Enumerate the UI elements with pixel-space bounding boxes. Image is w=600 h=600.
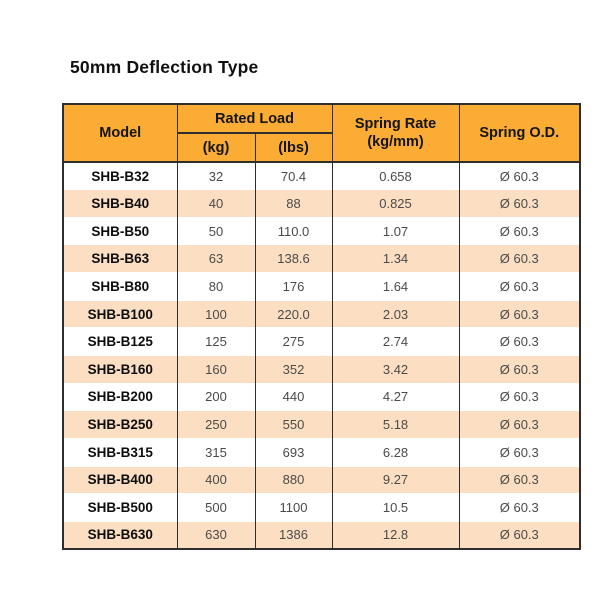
model-cell: SHB-B630 <box>62 520 178 549</box>
col-header-lbs: (lbs) <box>254 133 333 163</box>
table-header: Model Rated Load Spring Rate (kg/mm) Spr… <box>62 104 581 163</box>
spring-rate-cell: 3.42 <box>331 354 460 384</box>
spring-od-cell: Ø 60.3 <box>458 189 581 218</box>
spring-rate-cell: 4.27 <box>331 382 460 411</box>
spring-od-cell: Ø 60.3 <box>458 327 581 356</box>
header-row-2: (kg) (lbs) <box>63 133 580 163</box>
table-row: SHB-B160 160 352 3.42 Ø 60.3 <box>62 354 581 384</box>
model-cell: SHB-B40 <box>62 189 178 218</box>
page-title: 50mm Deflection Type <box>70 57 259 77</box>
table-row: SHB-B32 32 70.4 0.658 Ø 60.3 <box>62 162 581 190</box>
lbs-cell: 176 <box>254 272 333 301</box>
lbs-cell: 693 <box>254 437 333 467</box>
spring-od-cell: Ø 60.3 <box>458 244 581 273</box>
model-cell: SHB-B50 <box>62 216 178 245</box>
col-header-model: Model <box>62 104 178 163</box>
kg-cell: 500 <box>176 493 256 522</box>
kg-cell: 100 <box>176 299 256 328</box>
kg-cell: 200 <box>176 382 256 411</box>
spring-rate-label: Spring Rate <box>354 116 437 132</box>
kg-cell: 32 <box>176 162 256 190</box>
model-cell: SHB-B80 <box>62 272 178 301</box>
lbs-cell: 880 <box>254 465 333 494</box>
model-cell: SHB-B125 <box>62 327 178 356</box>
kg-cell: 80 <box>176 272 256 301</box>
kg-cell: 125 <box>176 327 256 356</box>
kg-cell: 40 <box>176 189 256 218</box>
table-row: SHB-B63 63 138.6 1.34 Ø 60.3 <box>62 244 581 273</box>
lbs-cell: 1386 <box>254 520 333 549</box>
spring-od-cell: Ø 60.3 <box>458 410 581 439</box>
spring-rate-cell: 6.28 <box>331 437 460 467</box>
spring-od-cell: Ø 60.3 <box>458 354 581 384</box>
table-row: SHB-B250 250 550 5.18 Ø 60.3 <box>62 410 581 439</box>
table-row: SHB-B315 315 693 6.28 Ø 60.3 <box>62 437 581 467</box>
col-header-kg: (kg) <box>176 133 256 163</box>
lbs-cell: 275 <box>254 327 333 356</box>
col-header-spring-rate: Spring Rate (kg/mm) <box>331 104 460 163</box>
kg-cell: 630 <box>176 520 256 549</box>
table-row: SHB-B400 400 880 9.27 Ø 60.3 <box>62 465 581 494</box>
table-row: SHB-B630 630 1386 12.8 Ø 60.3 <box>62 520 581 549</box>
lbs-cell: 70.4 <box>254 162 333 190</box>
spring-rate-cell: 1.64 <box>331 272 460 301</box>
lbs-cell: 352 <box>254 354 333 384</box>
lbs-cell: 1100 <box>254 493 333 522</box>
table-row: SHB-B200 200 440 4.27 Ø 60.3 <box>62 382 581 411</box>
model-cell: SHB-B500 <box>62 493 178 522</box>
model-cell: SHB-B315 <box>62 437 178 467</box>
spring-od-cell: Ø 60.3 <box>458 382 581 411</box>
kg-cell: 250 <box>176 410 256 439</box>
spring-rate-cell: 2.03 <box>331 299 460 328</box>
spring-rate-cell: 5.18 <box>331 410 460 439</box>
table-row: SHB-B50 50 110.0 1.07 Ø 60.3 <box>62 216 581 245</box>
lbs-cell: 550 <box>254 410 333 439</box>
header-row-1: Model Rated Load Spring Rate (kg/mm) Spr… <box>62 104 581 163</box>
col-header-rated-load: Rated Load <box>176 104 333 134</box>
model-cell: SHB-B160 <box>62 354 178 384</box>
spring-od-cell: Ø 60.3 <box>458 520 581 549</box>
spring-rate-cell: 10.5 <box>331 493 460 522</box>
model-cell: SHB-B200 <box>62 382 178 411</box>
lbs-cell: 138.6 <box>254 244 333 273</box>
spring-od-cell: Ø 60.3 <box>458 272 581 301</box>
model-cell: SHB-B250 <box>62 410 178 439</box>
kg-cell: 315 <box>176 437 256 467</box>
spring-od-cell: Ø 60.3 <box>458 437 581 467</box>
kg-cell: 50 <box>176 216 256 245</box>
col-header-spring-od: Spring O.D. <box>458 104 581 163</box>
table-body: SHB-B32 32 70.4 0.658 Ø 60.3 SHB-B40 40 88 0.825… <box>62 162 581 549</box>
spring-od-cell: Ø 60.3 <box>458 162 581 190</box>
lbs-cell: 220.0 <box>254 299 333 328</box>
spring-od-cell: Ø 60.3 <box>458 216 581 245</box>
table-row: SHB-B500 500 1100 10.5 Ø 60.3 <box>62 493 581 522</box>
spring-rate-cell: 9.27 <box>331 465 460 494</box>
spring-rate-cell: 1.07 <box>331 216 460 245</box>
spring-rate-cell: 12.8 <box>331 520 460 549</box>
lbs-cell: 110.0 <box>254 216 333 245</box>
spec-table: Model Rated Load Spring Rate (kg/mm) Spr… <box>62 103 582 550</box>
spring-od-cell: Ø 60.3 <box>458 493 581 522</box>
spring-rate-unit: (kg/mm) <box>367 134 424 150</box>
table-row: SHB-B100 100 220.0 2.03 Ø 60.3 <box>62 299 581 328</box>
model-cell: SHB-B32 <box>62 162 178 190</box>
spring-rate-cell: 1.34 <box>331 244 460 273</box>
spring-od-cell: Ø 60.3 <box>458 299 581 328</box>
kg-cell: 400 <box>176 465 256 494</box>
table-row: SHB-B125 125 275 2.74 Ø 60.3 <box>62 327 581 356</box>
table-row: SHB-B40 40 88 0.825 Ø 60.3 <box>62 189 581 218</box>
table-row: SHB-B80 80 176 1.64 Ø 60.3 <box>62 272 581 301</box>
model-cell: SHB-B100 <box>62 299 178 328</box>
spring-rate-cell: 2.74 <box>331 327 460 356</box>
spring-rate-cell: 0.825 <box>331 189 460 218</box>
kg-cell: 160 <box>176 354 256 384</box>
lbs-cell: 440 <box>254 382 333 411</box>
spring-od-cell: Ø 60.3 <box>458 465 581 494</box>
lbs-cell: 88 <box>254 189 333 218</box>
kg-cell: 63 <box>176 244 256 273</box>
spring-rate-cell: 0.658 <box>331 162 460 190</box>
model-cell: SHB-B400 <box>62 465 178 494</box>
model-cell: SHB-B63 <box>62 244 178 273</box>
